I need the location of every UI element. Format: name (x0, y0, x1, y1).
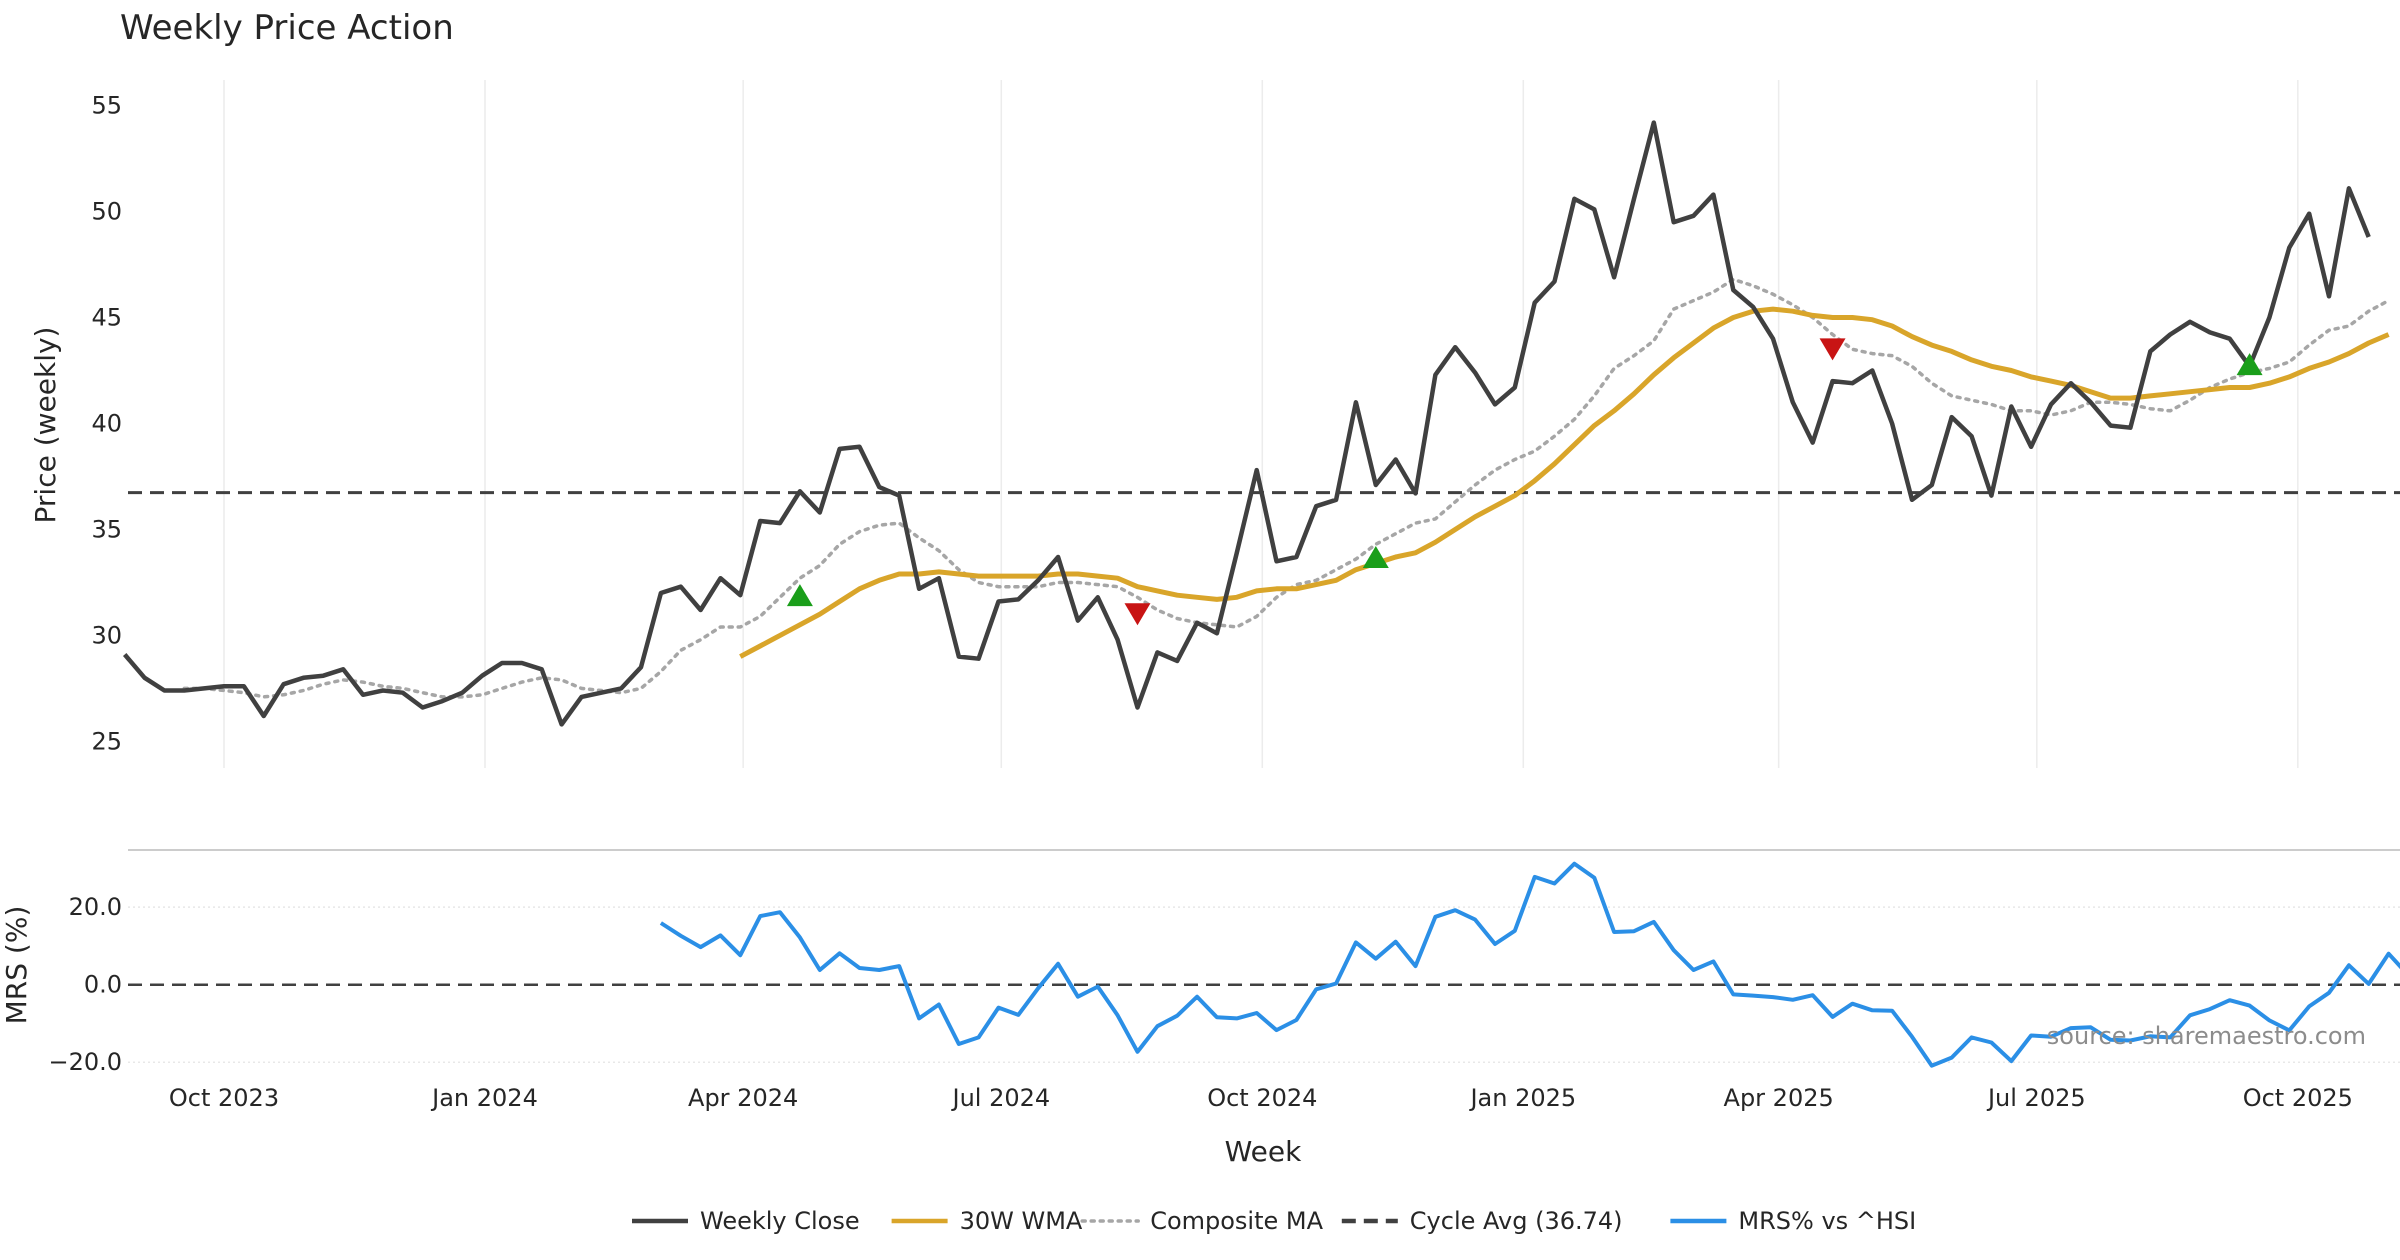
x-tick-label: Oct 2025 (2243, 1084, 2353, 1112)
buy-signal-marker (1362, 546, 1389, 569)
price-series-group (122, 120, 2400, 727)
x-tick-label: Oct 2023 (169, 1084, 279, 1112)
sell-signal-marker (1124, 603, 1151, 626)
price-y-axis-label: Price (weekly) (29, 327, 62, 524)
price-y-ticks: 25 30 35 40 45 50 55 (91, 92, 122, 756)
buy-signal-marker (2236, 353, 2263, 376)
price-y-tick-label: 30 (91, 621, 122, 649)
mrs-series-group (128, 861, 2400, 1068)
x-tick-label: Jan 2024 (430, 1084, 538, 1112)
sell-signal-marker (1819, 338, 1846, 361)
x-axis-label: Week (1225, 1135, 1302, 1168)
mrs-line (659, 861, 2400, 1068)
wma-30w-line (739, 306, 2390, 659)
x-tick-label: Apr 2024 (688, 1084, 798, 1112)
mrs-y-tick-label: 20.0 (69, 893, 122, 921)
mrs-y-tick-label: −20.0 (48, 1048, 122, 1076)
x-tick-label: Apr 2025 (1724, 1084, 1834, 1112)
weekly-close-line (122, 120, 2371, 727)
mrs-y-axis-label: MRS (%) (0, 906, 33, 1025)
legend-label: MRS% vs ^HSI (1738, 1207, 1916, 1235)
price-gridlines (223, 80, 2299, 768)
x-tick-label: Jul 2024 (950, 1084, 1050, 1112)
price-y-tick-label: 40 (91, 410, 122, 438)
price-y-tick-label: 25 (91, 727, 122, 755)
legend-label: Composite MA (1150, 1207, 1323, 1235)
price-y-tick-label: 35 (91, 515, 122, 543)
legend-label: 30W WMA (960, 1207, 1083, 1235)
price-y-tick-label: 45 (91, 304, 122, 332)
price-y-tick-label: 50 (91, 198, 122, 226)
x-axis-ticks: Oct 2023 Jan 2024 Apr 2024 Jul 2024 Oct 2024… (169, 1084, 2353, 1112)
x-tick-label: Jul 2025 (1986, 1084, 2086, 1112)
mrs-gridlines (128, 906, 2400, 1063)
price-y-tick-label: 55 (91, 92, 122, 120)
mrs-y-ticks: −20.0 0.0 20.0 (48, 893, 122, 1076)
composite-ma-line (182, 277, 2391, 699)
legend-label: Cycle Avg (36.74) (1410, 1207, 1623, 1235)
legend: Weekly Close 30W WMA Composite MA Cycle Avg… (632, 1207, 1916, 1235)
x-tick-label: Oct 2024 (1207, 1084, 1317, 1112)
chart-title: Weekly Price Action (120, 8, 454, 48)
legend-label: Weekly Close (700, 1207, 860, 1235)
x-tick-label: Jan 2025 (1468, 1084, 1576, 1112)
source-credit: source: sharemaestro.com (2047, 1022, 2366, 1050)
buy-signal-marker (786, 584, 813, 607)
mrs-y-tick-label: 0.0 (84, 971, 122, 999)
